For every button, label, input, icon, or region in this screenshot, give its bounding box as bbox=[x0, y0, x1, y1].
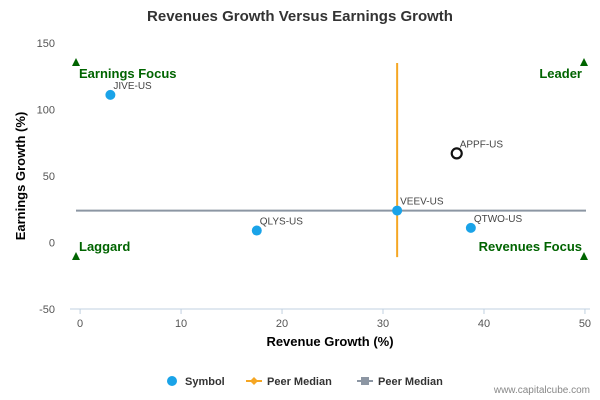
peer-median-lines bbox=[76, 62, 586, 258]
legend: Symbol Peer Median Peer Median bbox=[167, 376, 443, 388]
chart-title: Revenues Growth Versus Earnings Growth bbox=[147, 8, 453, 25]
data-point-label: JIVE-US bbox=[113, 81, 152, 92]
data-point-label: APPF-US bbox=[460, 139, 504, 150]
credit-text: www.capitalcube.com bbox=[493, 385, 590, 396]
data-point-label: QLYS-US bbox=[260, 217, 303, 228]
y-tick-label: 100 bbox=[37, 105, 55, 117]
quadrant-label-top-right: Leader bbox=[539, 66, 582, 81]
legend-diamond-icon bbox=[250, 377, 258, 385]
legend-label: Symbol bbox=[185, 376, 225, 388]
y-tick-label: 0 bbox=[49, 238, 55, 250]
quadrant-label-top-left: Earnings Focus bbox=[79, 66, 177, 81]
data-point-highlight bbox=[450, 147, 463, 160]
data-point bbox=[392, 205, 403, 216]
legend-label: Peer Median bbox=[378, 376, 443, 388]
triangle-bottom-right-icon bbox=[580, 252, 588, 260]
quadrant-labels: Earnings Focus Leader Laggard Revenues Focu… bbox=[72, 58, 588, 260]
x-tick-label: 30 bbox=[377, 318, 389, 330]
data-point bbox=[465, 222, 476, 233]
legend-label: Peer Median bbox=[267, 376, 332, 388]
y-tick-label: 50 bbox=[43, 171, 55, 183]
triangle-top-right-icon bbox=[580, 58, 588, 66]
data-points: JIVE-US QLYS-US VEEV-US QTWO-US APPF-US bbox=[105, 81, 523, 236]
legend-symbol-circle-icon bbox=[167, 376, 177, 386]
y-axis-title: Earnings Growth (%) bbox=[13, 112, 28, 241]
y-tick-label: -50 bbox=[39, 304, 55, 316]
x-axis-title: Revenue Growth (%) bbox=[266, 334, 393, 349]
x-tick-label: 20 bbox=[276, 318, 288, 330]
legend-square-icon bbox=[361, 377, 369, 385]
x-tick-label: 10 bbox=[175, 318, 187, 330]
triangle-bottom-left-icon bbox=[72, 252, 80, 260]
data-point bbox=[105, 89, 116, 100]
data-point-label: VEEV-US bbox=[400, 197, 444, 208]
quadrant-label-bottom-right: Revenues Focus bbox=[479, 239, 582, 254]
quadrant-label-bottom-left: Laggard bbox=[79, 239, 130, 254]
x-tick-label: 40 bbox=[478, 318, 490, 330]
x-tick-label: 50 bbox=[579, 318, 591, 330]
axes: 0 10 20 30 40 50 -50 0 50 100 150 bbox=[37, 38, 591, 330]
triangle-top-left-icon bbox=[72, 58, 80, 66]
y-tick-label: 150 bbox=[37, 38, 55, 50]
data-point-label: QTWO-US bbox=[474, 214, 523, 225]
data-point bbox=[251, 225, 262, 236]
x-tick-label: 0 bbox=[77, 318, 83, 330]
